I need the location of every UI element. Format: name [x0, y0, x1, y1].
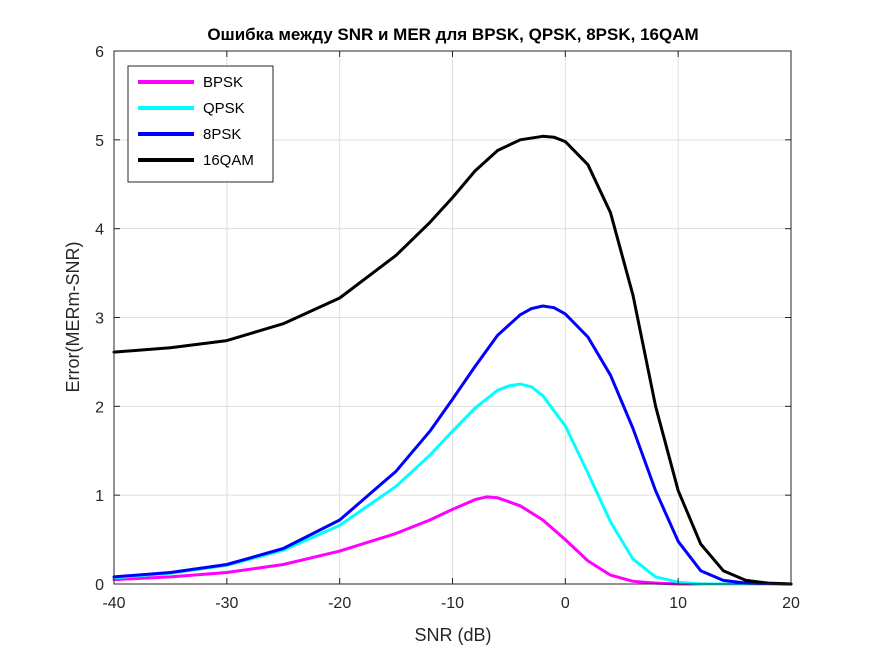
x-tick-label: -40: [102, 595, 125, 612]
y-tick-label: 3: [95, 311, 104, 328]
series-line-8psk: [112, 304, 793, 586]
series-line-qpsk: [112, 382, 793, 586]
y-tick-label: 4: [95, 222, 104, 239]
x-axis-label: SNR (dB): [414, 625, 491, 645]
y-tick-label: 1: [95, 488, 104, 505]
legend-label: QPSK: [203, 100, 245, 117]
x-tick-label: -30: [215, 595, 238, 612]
ticks: -40 -30 -20 -10 0 10 20 0 1 2 3 4 5 6: [95, 44, 800, 612]
legend-label: BPSK: [203, 74, 243, 91]
legend-label: 8PSK: [203, 126, 241, 143]
x-tick-label: 20: [782, 595, 800, 612]
legend-label: 16QAM: [203, 152, 254, 169]
y-axis-label: Error(MERm-SNR): [63, 242, 83, 393]
y-tick-label: 5: [95, 133, 104, 150]
y-tick-label: 0: [95, 577, 104, 594]
x-tick-label: 10: [669, 595, 687, 612]
y-tick-label: 2: [95, 399, 104, 416]
x-tick-label: 0: [561, 595, 570, 612]
series-line-bpsk: [112, 495, 793, 586]
legend: BPSK QPSK 8PSK 16QAM: [127, 65, 274, 183]
legend-box: [127, 65, 274, 183]
chart-title: Ошибка между SNR и MER для BPSK, QPSK, 8…: [207, 25, 698, 44]
y-tick-label: 6: [95, 44, 104, 61]
x-tick-label: -10: [441, 595, 464, 612]
series-line-16qam: [112, 134, 793, 586]
x-tick-label: -20: [328, 595, 351, 612]
plot-lines: [112, 134, 793, 586]
